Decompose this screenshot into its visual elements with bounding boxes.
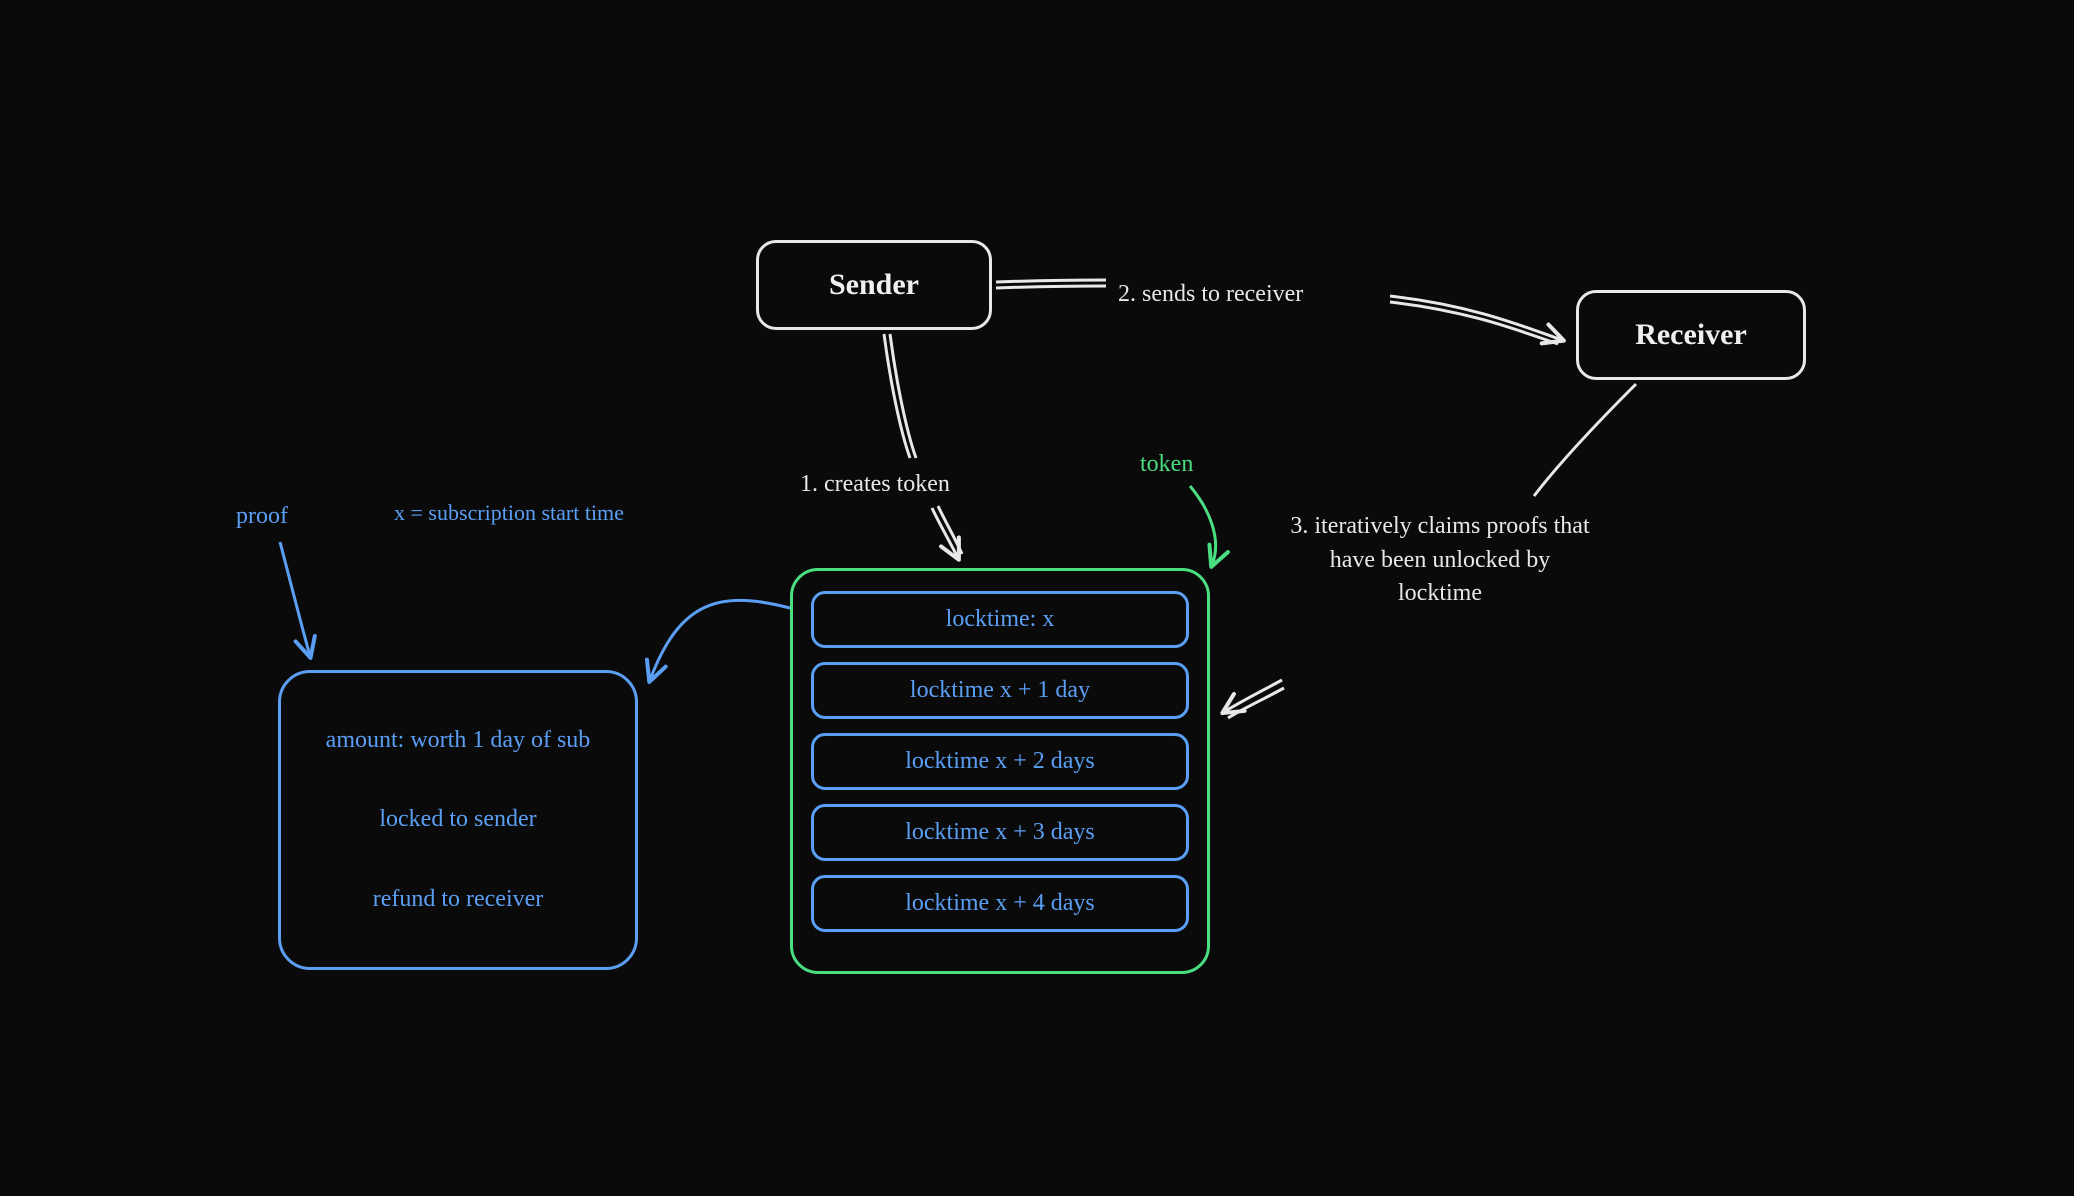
proof-label: proof: [236, 500, 288, 534]
sender-node: Sender: [756, 240, 992, 330]
locktime-item-1: locktime x + 1 day: [811, 662, 1189, 719]
edge-locktime-proof: [650, 600, 790, 680]
edge-step3-token: [1224, 680, 1282, 712]
step1-label: 1. creates token: [800, 468, 950, 502]
proof-amount: amount: worth 1 day of sub: [303, 724, 613, 758]
receiver-label: Receiver: [1635, 318, 1747, 352]
edge-sender-token: [884, 334, 910, 458]
step2-label: 2. sends to receiver: [1118, 278, 1303, 312]
edge-tokenlabel-token: [1190, 486, 1216, 565]
edge-sender-receiver: [996, 280, 1106, 282]
proof-refund: refund to receiver: [303, 883, 613, 917]
edge-prooflabel-proof: [280, 542, 310, 656]
locktime-item-0: locktime: x: [811, 591, 1189, 648]
proof-box: amount: worth 1 day of sub locked to sen…: [278, 670, 638, 970]
token-box: locktime: x locktime x + 1 day locktime …: [790, 568, 1210, 974]
proof-locked: locked to sender: [303, 803, 613, 837]
locktime-item-4: locktime x + 4 days: [811, 875, 1189, 932]
step3-label: 3. iteratively claims proofs that have b…: [1290, 510, 1590, 611]
sender-label: Sender: [829, 268, 919, 302]
locktime-item-3: locktime x + 3 days: [811, 804, 1189, 861]
x-definition: x = subscription start time: [394, 498, 624, 529]
edge-receiver-step3: [1534, 384, 1636, 496]
locktime-item-2: locktime x + 2 days: [811, 733, 1189, 790]
token-label: token: [1140, 448, 1193, 482]
receiver-node: Receiver: [1576, 290, 1806, 380]
